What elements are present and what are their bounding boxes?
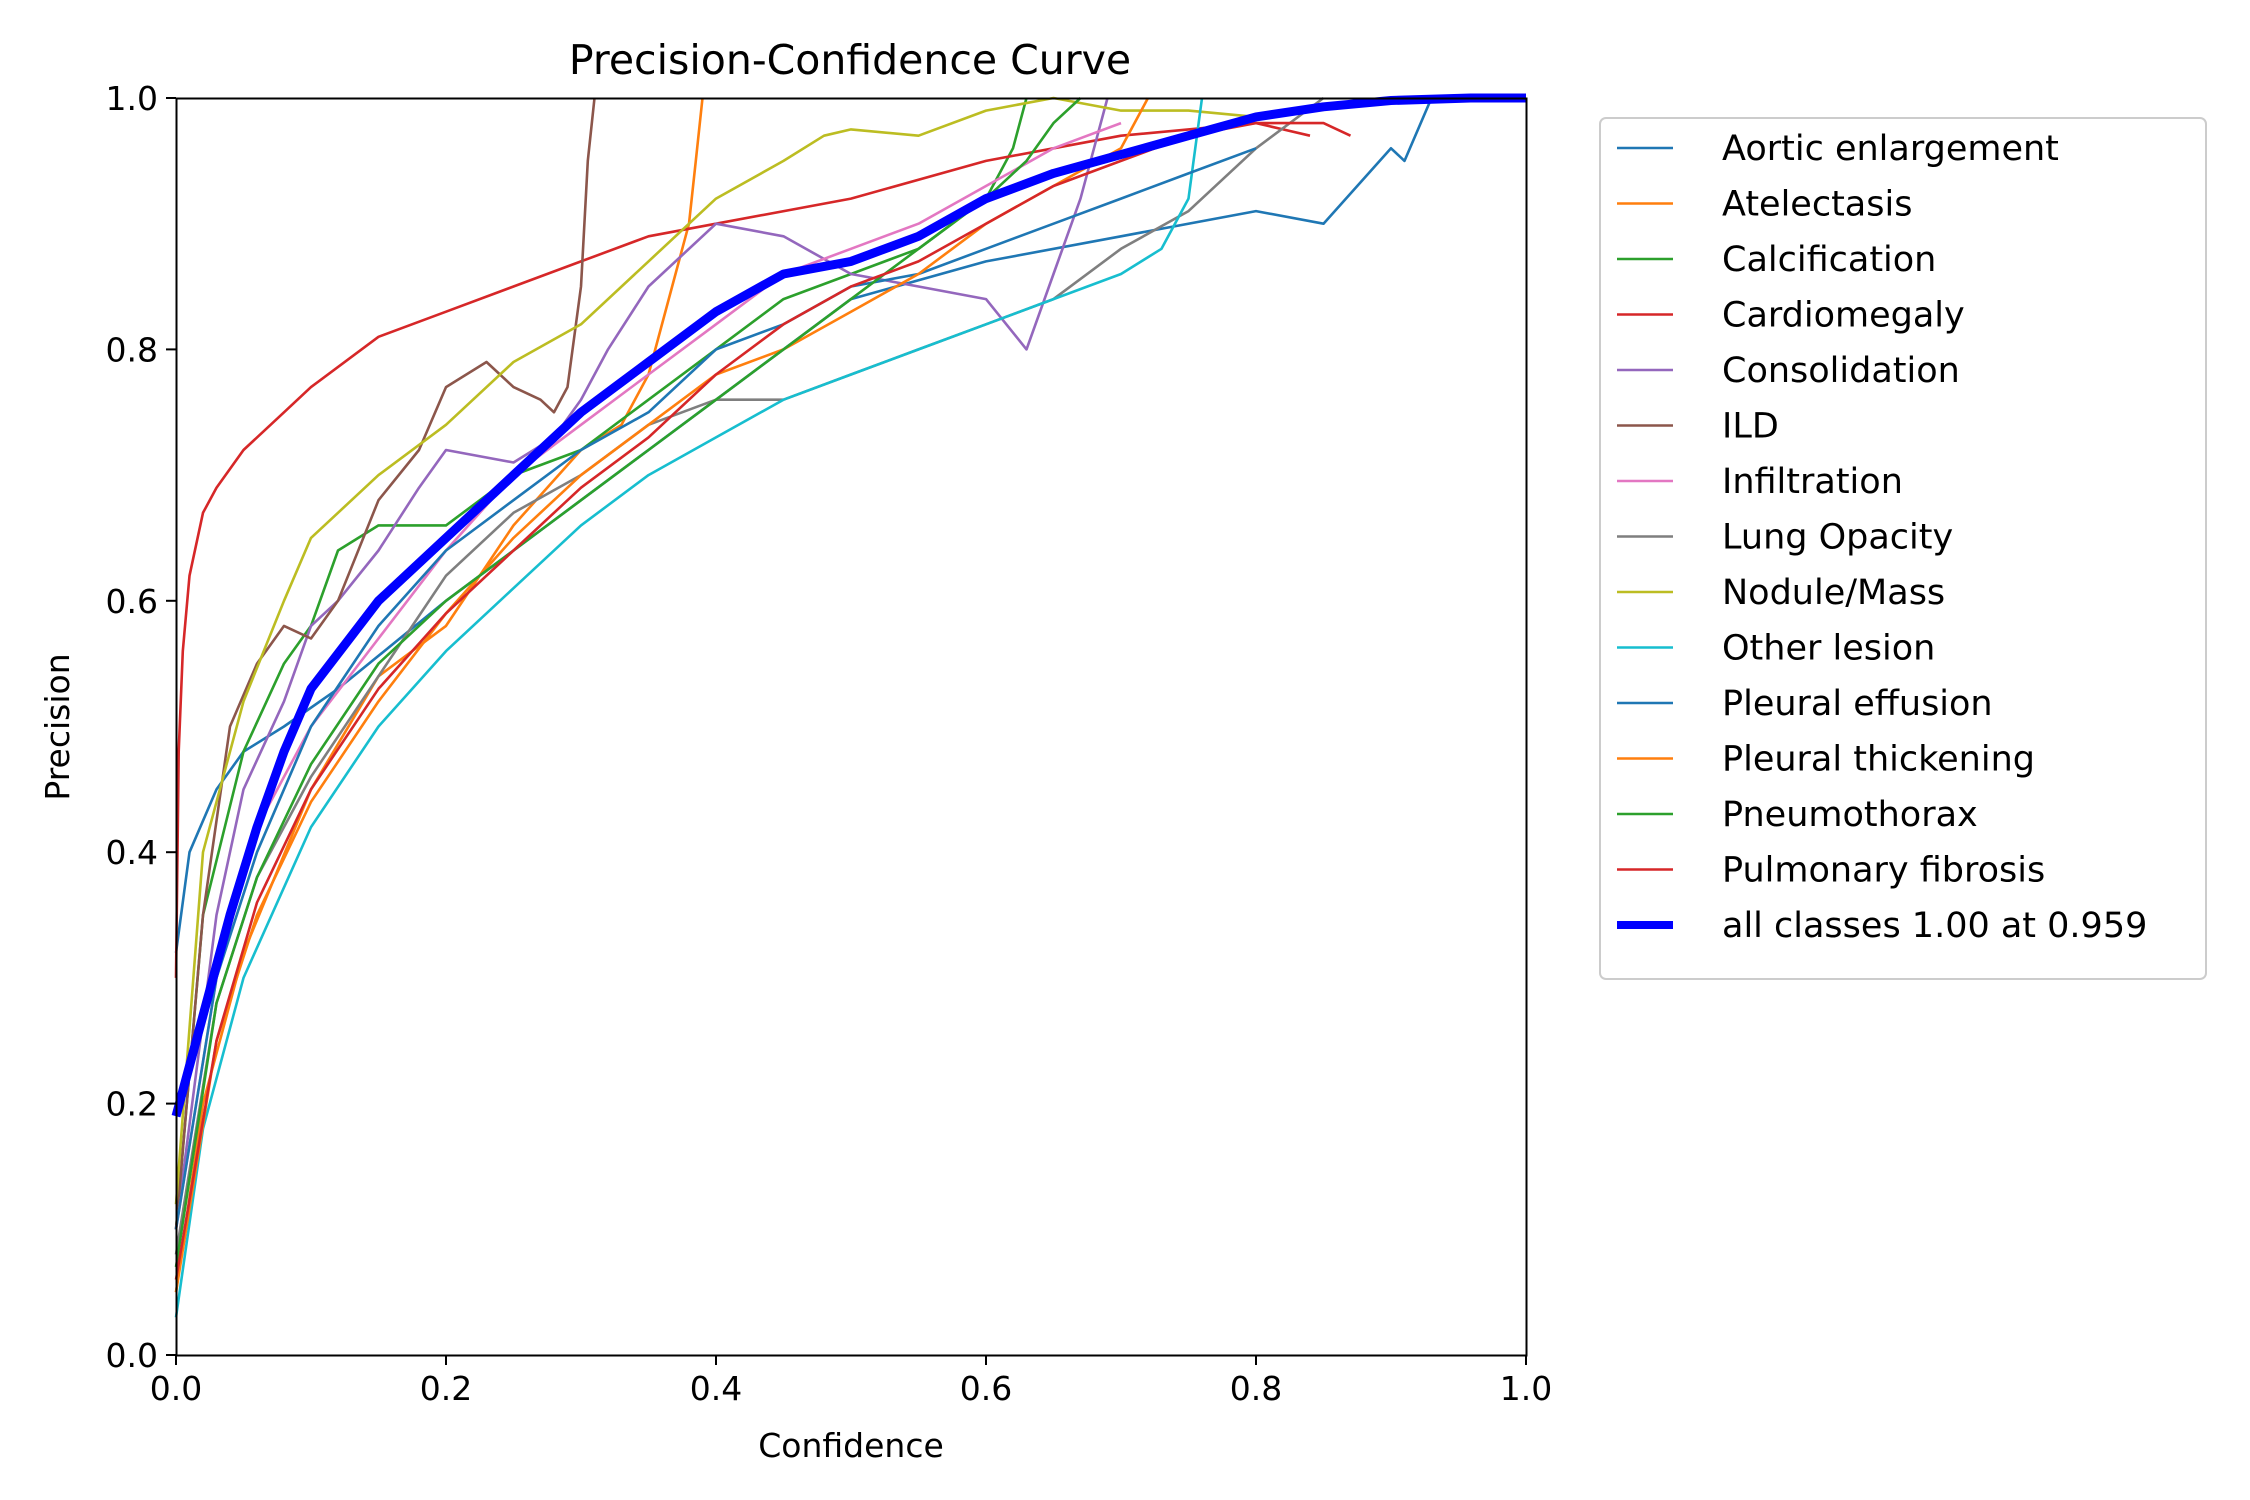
y-axis-label: Precision <box>38 653 77 800</box>
legend-label: Pleural effusion <box>1722 684 1993 724</box>
plot-frame <box>175 97 1528 1357</box>
y-tick-label: 0.4 <box>106 833 158 872</box>
x-axis-ticks: 0.0 0.2 0.4 0.6 0.8 1.0 <box>150 1355 1552 1408</box>
y-tick-label: 0.8 <box>106 330 158 369</box>
x-tick-label: 0.8 <box>1230 1369 1282 1408</box>
legend-label: ILD <box>1722 407 1779 447</box>
y-tick-label: 0.0 <box>106 1336 158 1375</box>
legend-label: Lung Opacity <box>1722 518 1953 558</box>
legend-label: Calcification <box>1722 240 1936 280</box>
x-axis-label: Confidence <box>758 1426 944 1465</box>
legend-label: Other lesion <box>1722 629 1935 669</box>
series-line-14 <box>171 93 1526 1118</box>
legend-label: Consolidation <box>1722 351 1960 391</box>
x-tick-label: 0.4 <box>690 1369 742 1408</box>
legend-label: all classes 1.00 at 0.959 <box>1722 906 2147 946</box>
x-tick-label: 0.2 <box>420 1369 472 1408</box>
series-line-12 <box>174 97 1082 1268</box>
series-line-4 <box>174 97 1109 1230</box>
x-tick-label: 0.6 <box>960 1369 1012 1408</box>
y-tick-label: 0.6 <box>106 582 158 621</box>
series-line-8 <box>174 96 1257 1205</box>
series-lines <box>171 93 1526 1318</box>
series-line-9 <box>174 97 1204 1318</box>
x-tick-label: 0.0 <box>150 1369 202 1408</box>
series-line-5 <box>174 97 596 1230</box>
x-tick-label: 1.0 <box>1500 1369 1552 1408</box>
legend-label: Atelectasis <box>1722 185 1912 225</box>
series-line-10 <box>174 147 1257 1230</box>
series-line-3 <box>174 121 1311 978</box>
legend-label: Infiltration <box>1722 462 1903 502</box>
series-line-6 <box>174 121 1122 1230</box>
legend-label: Pneumothorax <box>1722 795 1978 835</box>
chart-title: Precision-Confidence Curve <box>569 36 1131 84</box>
y-tick-label: 0.2 <box>106 1085 158 1124</box>
legend-label: Aortic enlargement <box>1722 129 2059 169</box>
y-axis-ticks: 0.0 0.2 0.4 0.6 0.8 1.0 <box>106 79 176 1375</box>
legend-label: Pleural thickening <box>1722 740 2035 780</box>
legend-label: Cardiomegaly <box>1722 296 1965 336</box>
legend-label: Pulmonary fibrosis <box>1722 851 2045 891</box>
legend-box <box>1599 117 2207 980</box>
legend-label: Nodule/Mass <box>1722 573 1945 613</box>
y-tick-label: 1.0 <box>106 79 158 118</box>
legend: Aortic enlargement Atelectasis Calcificati… <box>1599 117 2207 980</box>
